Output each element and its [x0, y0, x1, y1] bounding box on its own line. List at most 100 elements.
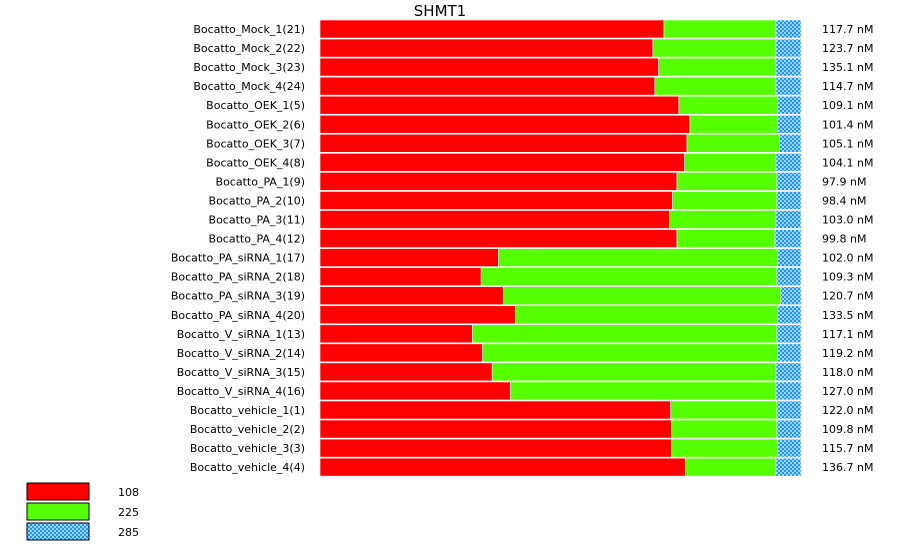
bar-row: Bocatto_Mock_4(24) 114.7 nM [193, 76, 873, 96]
total-label: 109.8 nM [822, 423, 873, 436]
bar-segment-285 [776, 419, 802, 439]
bar-segment-285 [777, 438, 802, 458]
bar-segment-225 [676, 229, 776, 248]
bar-row: Bocatto_OEK_3(7) 105.1 nM [206, 134, 873, 153]
bar-row: Bocatto_PA_1(9) 97.9 nM [216, 172, 866, 191]
bar-segment-108 [319, 57, 659, 77]
total-label: 109.3 nM [822, 271, 873, 284]
bar-segment-108 [319, 457, 686, 477]
bar-segment-285 [780, 286, 802, 306]
bar-segment-285 [775, 19, 802, 39]
bar-segment-225 [676, 172, 778, 191]
bar-segment-108 [319, 438, 672, 458]
bar-segment-108 [319, 95, 680, 115]
bar-segment-285 [775, 57, 802, 77]
category-label: Bocatto_PA_4(12) [209, 233, 305, 246]
total-label: 117.7 nM [822, 23, 873, 36]
bar-segment-225 [670, 400, 778, 420]
total-label: 133.5 nM [822, 309, 873, 322]
total-label: 104.1 nM [822, 156, 873, 169]
bar-segment-285 [776, 267, 802, 286]
total-label: 97.9 nM [822, 175, 866, 188]
bar-segment-108 [319, 324, 473, 344]
bar-segment-108 [319, 305, 516, 325]
bar-row: Bocatto_V_siRNA_3(15) 118.0 nM [177, 362, 873, 382]
category-label: Bocatto_Mock_1(21) [193, 23, 305, 36]
chart-title: SHMT1 [414, 2, 466, 20]
bar-segment-225 [510, 381, 777, 401]
bar-segment-108 [319, 248, 499, 267]
bar-segment-108 [319, 153, 685, 172]
bar-row: Bocatto_PA_siRNA_3(19) 120.7 nM [171, 286, 873, 306]
bar-segment-108 [319, 343, 483, 363]
bar-segment-108 [319, 76, 656, 96]
bar-rows: Bocatto_Mock_1(21) 117.7 nM Bocatto_Mock_2… [171, 19, 873, 477]
category-label: Bocatto_Mock_3(23) [193, 61, 305, 74]
bar-segment-108 [319, 114, 691, 134]
total-label: 109.1 nM [822, 99, 873, 112]
bar-segment-285 [775, 38, 802, 58]
bar-segment-108 [319, 172, 678, 191]
bar-segment-285 [777, 114, 802, 134]
category-label: Bocatto_PA_siRNA_1(17) [171, 252, 305, 265]
bar-row: Bocatto_PA_siRNA_4(20) 133.5 nM [171, 305, 873, 325]
category-label: Bocatto_PA_3(11) [209, 214, 305, 227]
bar-row: Bocatto_V_siRNA_1(13) 117.1 nM [177, 324, 873, 344]
legend-swatch [26, 522, 90, 541]
legend-swatch [26, 482, 90, 501]
bar-segment-225 [482, 343, 778, 363]
total-label: 103.0 nM [822, 214, 873, 227]
bar-segment-285 [775, 153, 802, 172]
bar-segment-225 [514, 305, 779, 325]
bar-segment-225 [491, 362, 777, 382]
bar-segment-108 [319, 419, 672, 439]
bar-row: Bocatto_vehicle_4(4) 136.7 nM [190, 457, 873, 477]
category-label: Bocatto_PA_2(10) [209, 195, 305, 208]
total-label: 120.7 nM [822, 290, 873, 303]
legend-item: 285 [26, 522, 139, 541]
category-label: Bocatto_OEK_2(6) [206, 118, 305, 131]
bar-segment-225 [689, 114, 779, 134]
category-label: Bocatto_PA_1(9) [216, 175, 305, 188]
bar-segment-285 [775, 381, 802, 401]
bar-segment-285 [776, 324, 802, 344]
bar-segment-225 [498, 248, 779, 267]
bar-row: Bocatto_PA_3(11) 103.0 nM [209, 210, 873, 229]
bar-row: Bocatto_Mock_1(21) 117.7 nM [193, 19, 873, 39]
category-label: Bocatto_vehicle_1(1) [190, 404, 305, 417]
bar-segment-225 [654, 76, 777, 96]
bar-segment-108 [319, 19, 665, 39]
bar-row: Bocatto_PA_siRNA_1(17) 102.0 nM [171, 248, 873, 267]
bar-row: Bocatto_Mock_3(23) 135.1 nM [193, 57, 873, 77]
bar-segment-285 [776, 191, 802, 210]
bar-segment-285 [777, 305, 802, 325]
bar-segment-225 [686, 134, 780, 153]
total-label: 136.7 nM [822, 461, 873, 474]
bar-segment-285 [777, 343, 802, 363]
bar-segment-285 [774, 229, 802, 248]
bar-segment-285 [775, 210, 802, 229]
total-label: 99.8 nM [822, 233, 866, 246]
total-label: 98.4 nM [822, 195, 866, 208]
bar-segment-285 [775, 362, 802, 382]
bar-segment-285 [779, 134, 802, 153]
bar-row: Bocatto_Mock_2(22) 123.7 nM [193, 38, 873, 58]
bar-row: Bocatto_OEK_2(6) 101.4 nM [206, 114, 873, 134]
bar-segment-225 [669, 210, 777, 229]
bar-segment-225 [685, 457, 777, 477]
category-label: Bocatto_OEK_1(5) [206, 99, 305, 112]
total-label: 127.0 nM [822, 385, 873, 398]
bar-segment-108 [319, 210, 670, 229]
bar-row: Bocatto_PA_siRNA_2(18) 109.3 nM [171, 267, 873, 286]
category-label: Bocatto_V_siRNA_1(13) [177, 328, 305, 341]
total-label: 105.1 nM [822, 137, 873, 150]
legend-label: 285 [118, 526, 139, 539]
bar-segment-108 [319, 267, 482, 286]
category-label: Bocatto_vehicle_2(2) [190, 423, 305, 436]
legend-item: 225 [26, 502, 139, 521]
category-label: Bocatto_OEK_4(8) [206, 156, 305, 169]
category-label: Bocatto_OEK_3(7) [206, 137, 305, 150]
total-label: 114.7 nM [822, 80, 873, 93]
legend-swatch [26, 502, 90, 521]
